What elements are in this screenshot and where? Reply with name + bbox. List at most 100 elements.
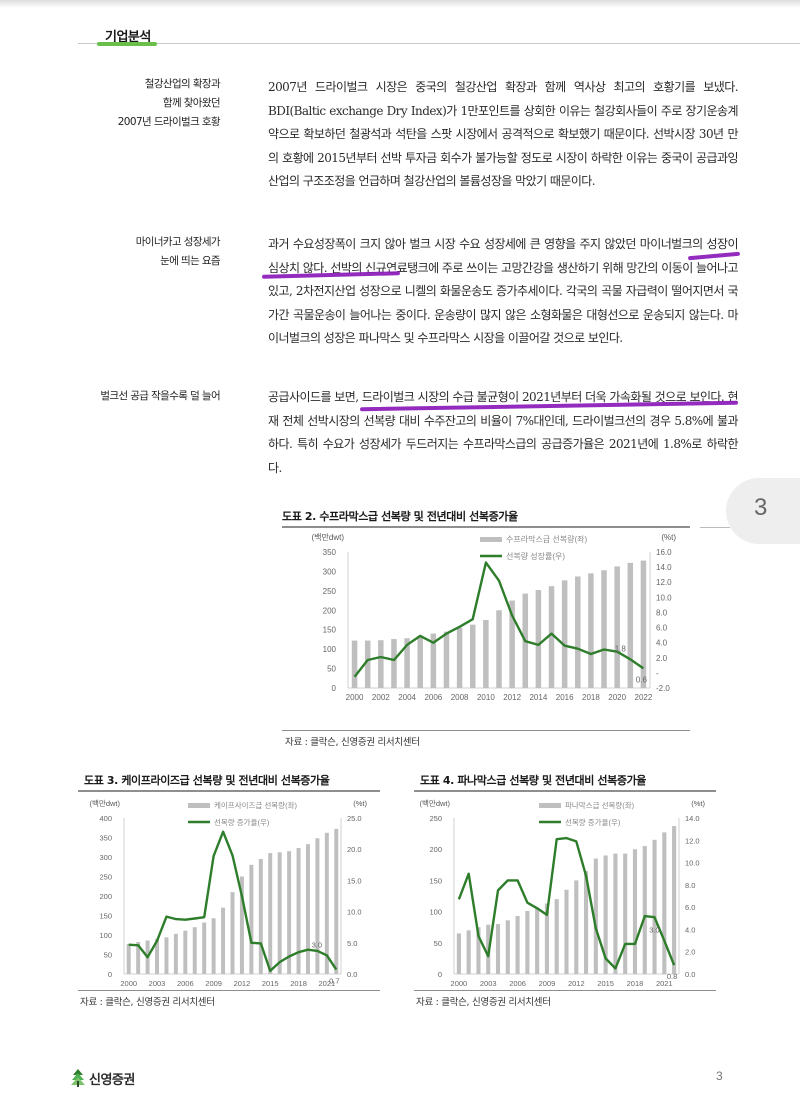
bar	[183, 930, 188, 974]
page-tab-line	[700, 527, 730, 528]
x-tick: 2003	[480, 979, 497, 988]
bar	[404, 638, 410, 688]
annotation: 0.7	[329, 977, 339, 986]
bar	[535, 908, 540, 974]
growth-line	[128, 830, 338, 973]
y-tick-right: 15.0	[347, 876, 362, 885]
bar	[603, 855, 608, 974]
top-shadow	[0, 0, 800, 8]
bar	[391, 639, 397, 688]
y-tick-left: 350	[323, 548, 337, 557]
annotation: 1.8	[615, 644, 627, 653]
bar	[230, 892, 235, 974]
y-tick-right: 2.0	[656, 654, 668, 663]
bar	[554, 899, 559, 974]
bar	[544, 903, 549, 974]
x-tick: 2006	[509, 979, 526, 988]
footer-logo: 신영증권	[70, 1068, 135, 1088]
bar	[364, 640, 371, 688]
page-tab[interactable]: 3	[726, 478, 800, 544]
figure-2-title: 도표 2. 수프라막스급 선복량 및 전년대비 선복증가율	[282, 508, 518, 524]
x-tick: 2006	[424, 693, 442, 702]
y-tick-left: 100	[429, 908, 442, 917]
y-tick-right: 0.0	[347, 970, 357, 979]
y-tick-left: 300	[323, 567, 337, 576]
figure-rule-bottom	[282, 730, 690, 731]
x-tick: 2015	[262, 979, 279, 988]
x-tick: 2018	[582, 693, 600, 702]
bar	[173, 933, 178, 974]
figure-rule	[282, 526, 690, 528]
paragraph-2: 과거 수요성장폭이 크지 않아 벌크 시장 수요 성장세에 큰 영향을 주지 않…	[268, 237, 739, 346]
axis-label-left: (백만dwt)	[312, 532, 345, 542]
bar	[417, 636, 423, 688]
x-tick: 2012	[503, 693, 521, 702]
bar	[305, 844, 310, 974]
y-tick-right: 12.0	[656, 578, 672, 587]
bar	[268, 853, 273, 974]
bar	[378, 640, 384, 688]
y-tick-right: 6.0	[656, 624, 668, 633]
figure-source: 자료 : 클락슨, 신영증권 리서치센터	[285, 737, 420, 748]
y-tick-left: 150	[323, 626, 337, 635]
bar	[627, 562, 634, 688]
x-tick: 2000	[346, 693, 364, 702]
bar	[525, 910, 530, 974]
page-number: 3	[716, 1069, 723, 1083]
y-tick-right: 8.0	[685, 881, 695, 890]
legend-bar-swatch	[480, 537, 502, 542]
x-tick: 2016	[556, 693, 574, 702]
x-tick: 2000	[120, 979, 137, 988]
x-tick: 2010	[477, 693, 495, 702]
y-tick-left: 100	[323, 645, 337, 654]
legend-bar-swatch	[188, 803, 210, 808]
y-tick-left: 0	[332, 684, 337, 693]
tree-logo-icon	[71, 1069, 85, 1087]
y-tick-left: 0	[108, 970, 112, 979]
y-tick-left: 250	[323, 587, 337, 596]
annotation: 0.8	[667, 972, 677, 981]
brand-name: 신영증권	[89, 1072, 135, 1088]
growth-line	[457, 836, 676, 970]
bar	[334, 828, 339, 974]
y-tick-left: 200	[99, 892, 112, 901]
y-tick-left: 50	[327, 665, 336, 674]
bar	[515, 915, 520, 974]
annotation: 0.6	[636, 675, 648, 684]
y-tick-left: 0	[438, 970, 442, 979]
y-tick-left: 400	[99, 814, 112, 823]
x-tick: 2014	[529, 693, 547, 702]
bar	[324, 832, 329, 974]
bar	[287, 851, 292, 974]
side-label-1: 철강산업의 확장과 함께 찾아왔던 2007년 드라이벌크 호황	[60, 75, 221, 132]
x-tick: 2008	[451, 693, 469, 702]
x-tick: 2020	[608, 693, 626, 702]
side-label-2: 마이너카고 성장세가 눈에 띄는 요즘	[60, 233, 221, 271]
x-tick: 2015	[597, 979, 614, 988]
figure-rule	[78, 790, 380, 792]
y-tick-right: 8.0	[656, 608, 668, 617]
y-tick-right: 14.0	[656, 563, 672, 572]
axis-label-right: (%t)	[661, 533, 676, 542]
bar	[469, 624, 476, 688]
chart-fig4: (백만dwt) (%t) 0 50 100 150 200 250 0.0 2.0 4.0 6.0 8.…	[420, 798, 706, 988]
side-label-line: 철강산업의 확장과	[144, 78, 221, 90]
annotation: 3.0	[312, 940, 322, 949]
section-title: 기업분석	[105, 30, 151, 45]
bar	[211, 918, 216, 974]
y-tick-right: 2.0	[685, 948, 695, 957]
page-header: 기업분석	[78, 26, 800, 46]
bar	[575, 576, 581, 688]
y-tick-right: 14.0	[685, 814, 700, 823]
y-tick-right: 10.0	[347, 908, 362, 917]
bar	[564, 889, 569, 974]
x-tick: 2012	[568, 979, 585, 988]
x-tick: 2009	[539, 979, 556, 988]
bar	[483, 620, 489, 688]
legend-line-label: 선복량 증가율(우)	[214, 818, 270, 827]
bar	[548, 586, 555, 688]
chart-fig2: (백만dwt) (%t)050100150200250300350-2.0-2.0…	[312, 532, 677, 702]
axis-label-left: (백만dwt)	[90, 798, 121, 808]
side-label-line: 벌크선 공급 작을수록 덜 늘어	[100, 390, 220, 402]
y-tick-left: 300	[99, 853, 112, 862]
